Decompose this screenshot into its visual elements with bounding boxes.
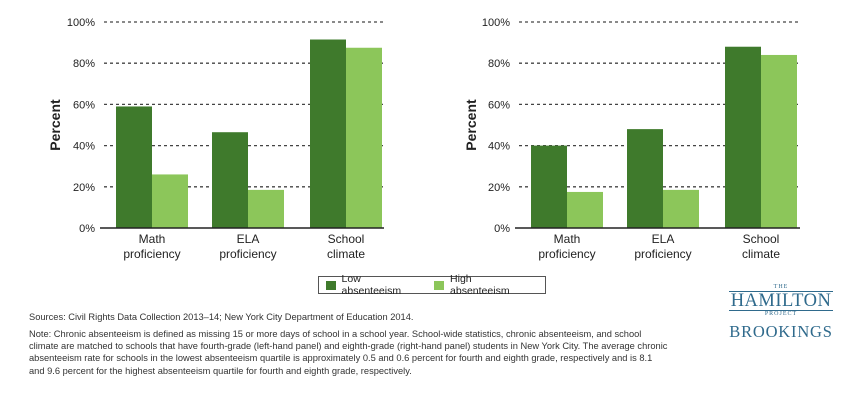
logo-brookings: BROOKINGS [729,322,833,341]
x-category-label: proficiency [538,247,595,261]
x-category-label: ELA [237,232,260,246]
y-axis-label: Percent [463,99,479,151]
y-tick-label: 40% [488,141,510,153]
hamilton-brookings-logo: THE HAMILTON PROJECT BROOKINGS [725,284,837,342]
bar-high-0 [567,191,603,228]
x-category-label: proficiency [634,247,691,261]
bar-low-2 [310,39,346,229]
y-tick-label: 60% [73,99,95,111]
bar-high-1 [248,189,284,228]
y-tick-label: 80% [488,58,510,70]
logo-hamilton: HAMILTON [728,291,834,311]
bar-low-0 [531,145,567,228]
chart-panel-right: Percent0%20%40%60%80%100%Mathproficiency… [463,17,800,261]
bar-low-2 [725,46,761,228]
bar-high-0 [152,174,188,228]
legend-item-high: High absenteeism [434,273,523,297]
x-category-label: School [743,232,780,246]
y-tick-label: 20% [488,182,510,194]
x-category-label: climate [327,247,365,261]
logo-the: THE [773,284,789,290]
bar-low-1 [212,132,248,228]
x-category-label: Math [139,232,166,246]
chart-panel-left: Percent0%20%40%60%80%100%Mathproficiency… [47,17,384,261]
legend-swatch-high [434,280,445,290]
bar-high-2 [346,47,382,228]
y-tick-label: 100% [482,17,510,29]
x-category-label: proficiency [123,247,180,261]
logo-project: PROJECT [764,311,798,317]
y-tick-label: 20% [73,182,95,194]
y-tick-label: 0% [79,223,95,235]
y-tick-label: 40% [73,141,95,153]
x-category-label: proficiency [219,247,276,261]
y-tick-label: 100% [67,17,95,29]
x-category-label: School [328,232,365,246]
chart-area: Percent0%20%40%60%80%100%Mathproficiency… [47,17,800,261]
bar-low-0 [116,106,152,228]
y-tick-label: 80% [73,58,95,70]
bar-low-1 [627,129,663,228]
y-tick-label: 0% [494,223,510,235]
x-category-label: Math [554,232,581,246]
bar-high-1 [663,189,699,228]
legend-label-high: High absenteeism [450,273,510,297]
x-category-label: ELA [652,232,675,246]
y-axis-label: Percent [47,99,63,151]
sources-text: Sources: Civil Rights Data Collection 20… [29,312,414,322]
legend: Low absenteeism High absenteeism [318,273,546,297]
legend-swatch-low [326,280,336,290]
note-text: Note: Chronic absenteeism is defined as … [29,329,668,376]
legend-label-low: Low absenteeism [341,273,402,297]
bar-high-2 [761,54,797,229]
legend-item-low: Low absenteeism [326,273,412,297]
x-category-label: climate [742,247,780,261]
y-tick-label: 60% [488,99,510,111]
